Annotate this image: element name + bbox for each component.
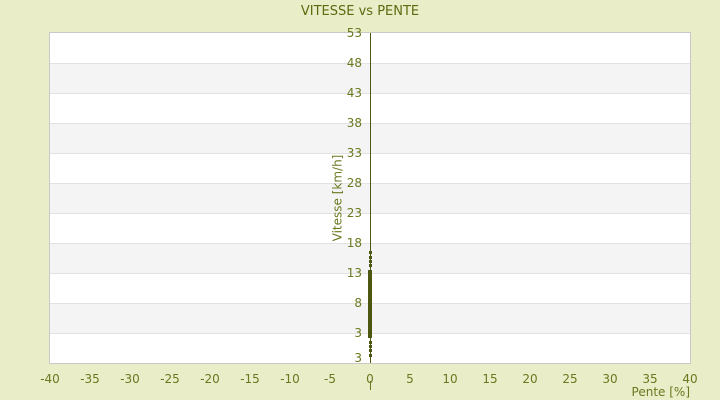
x-tick-label: 15 [482,372,498,386]
data-point [369,264,372,268]
x-tick-label: 10 [442,372,458,386]
x-tick-label: 35 [642,372,658,386]
y-tick-label: 33 [346,146,362,160]
y-tick-label: 38 [346,116,362,130]
y-axis-edge-label: 3 [354,351,362,365]
y-tick-label: 23 [346,206,362,220]
data-point [369,260,372,263]
x-tick-label: -10 [280,372,300,386]
data-point [369,354,372,358]
x-tick-label: 30 [602,372,618,386]
x-axis-title: Pente [%] [631,385,690,399]
y-axis-title: Vitesse [km/h] [330,154,345,242]
data-point [369,251,372,254]
x-tick-label: 25 [562,372,578,386]
dense-cluster-bar [368,270,372,338]
x-tick-label: 0 [350,372,390,390]
x-tick-label: -15 [240,372,260,386]
x-tick-label: 5 [406,372,414,386]
x-tick-label: -25 [160,372,180,386]
y-tick-label: 43 [346,86,362,100]
data-point [369,348,372,352]
y-tick-label: 48 [346,56,362,70]
x-tick-label: -20 [200,372,220,386]
y-tick-label: 53 [346,26,362,40]
data-point [369,255,372,259]
y-tick-label: 8 [354,296,362,310]
plot-area [49,32,691,364]
x-tick-label: -30 [120,372,140,386]
y-tick-label: 28 [346,176,362,190]
x-tick-label: 40 [682,372,698,386]
x-tick-label: -40 [40,372,60,386]
chart-title: VITESSE vs PENTE [300,4,420,19]
y-tick-label: 18 [346,236,362,250]
zero-axis-line [370,33,371,363]
x-tick-label: -35 [80,372,100,386]
y-tick-label: 3 [354,326,362,340]
x-tick-label: -5 [324,372,336,386]
x-tick-label: 20 [522,372,538,386]
data-point [369,345,372,349]
data-point [369,341,372,344]
y-tick-label: 13 [346,266,362,280]
